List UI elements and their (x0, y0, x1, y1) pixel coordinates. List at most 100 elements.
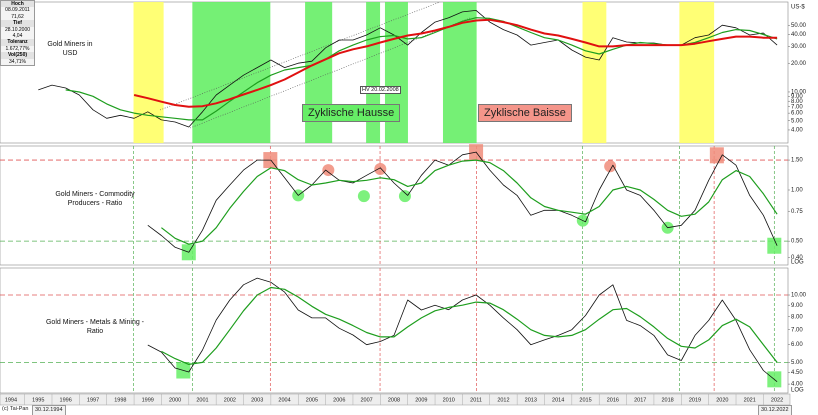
trend-channel (159, 1, 441, 111)
footer-end: 30.12.2022 (758, 405, 792, 415)
x-tick-label: 2011 (470, 397, 482, 403)
series-line (147, 151, 778, 253)
y-tick-label: 1.50 (791, 158, 803, 164)
x-tick-label: 2014 (552, 397, 564, 403)
x-tick-label: 2020 (716, 397, 728, 403)
marker (604, 160, 617, 173)
panel-title: Gold Miners - Metals & Mining - Ratio (45, 319, 145, 335)
y-tick-label: 7.00 (791, 327, 803, 333)
y-tick-label: 0.75 (791, 209, 803, 215)
y-tick-label: 9.00 (791, 303, 803, 309)
x-tick-label: 1996 (60, 397, 72, 403)
x-tick-label: 2013 (525, 397, 537, 403)
x-tick-label: 1998 (114, 397, 126, 403)
info-text: 4,04 (12, 33, 23, 40)
y-tick-label: 1.00 (791, 188, 803, 194)
x-tick-label: 1995 (32, 397, 44, 403)
x-tick-label: 2004 (278, 397, 290, 403)
info-box: Hoch 08.09.2011 71,62 Tief 28.10.2000 4,04 Tol… (0, 0, 35, 67)
series-line (161, 159, 778, 245)
cycle-zone (133, 2, 164, 143)
x-tick-label: 2001 (196, 397, 208, 403)
cycle-zone (582, 2, 607, 143)
cycle-zone (192, 2, 271, 143)
x-tick-label: 2016 (607, 397, 619, 403)
y-tick-label: 10.00 (791, 90, 807, 96)
x-tick-label: 1999 (142, 397, 154, 403)
y-tick-label: 0.40 (791, 255, 803, 261)
y-tick-label: 40.00 (791, 32, 807, 38)
y-unit: LOG (791, 388, 804, 394)
x-tick-label: 2005 (306, 397, 318, 403)
y-tick-label: 4.00 (791, 382, 803, 388)
annotation: Zyklische Hausse (302, 104, 401, 122)
y-tick-label: 5.00 (791, 118, 803, 124)
cycle-zone (679, 2, 715, 143)
y-unit: US-$ (791, 5, 805, 11)
x-tick-label: 2021 (744, 397, 756, 403)
info-text: Hoch (1, 1, 34, 8)
series-line (133, 18, 778, 108)
y-unit: LOG (791, 260, 804, 266)
panel-frame (0, 267, 789, 394)
panel: 50.00 40.00 30.00 20.00 10.009.008.007.006.0… (0, 1, 807, 144)
y-tick-label: 9.00 (791, 94, 803, 100)
x-tick-label: 2012 (497, 397, 509, 403)
info-text: Tief (1, 20, 34, 27)
x-tick-label: 1997 (87, 397, 99, 403)
info-text: 34,71% (9, 58, 26, 65)
y-tick-label: 10.00 (791, 293, 807, 299)
y-tick-label: 30.00 (791, 44, 807, 50)
x-tick-label: 2007 (361, 397, 373, 403)
x-tick-label: 2000 (169, 397, 181, 403)
panel-title: Gold Miners in USD (47, 41, 93, 57)
y-tick-label: 6.00 (791, 111, 803, 117)
marker (322, 164, 335, 177)
panel-frame (0, 145, 789, 266)
cycle-zone (442, 2, 477, 143)
info-text: 1.672,77% (5, 45, 30, 52)
marker (709, 147, 724, 164)
y-tick-label: 4.50 (791, 370, 803, 376)
series-line (38, 10, 778, 128)
y-tick-label: 7.00 (791, 104, 803, 110)
marker (767, 237, 782, 254)
x-tick-label: 1994 (5, 397, 17, 403)
x-tick-label: 2018 (661, 397, 673, 403)
x-tick-label: 2009 (415, 397, 427, 403)
y-tick-label: 50.00 (791, 23, 807, 29)
series-line (147, 277, 778, 383)
x-tick-label: 2017 (634, 397, 646, 403)
x-tick-label: 2019 (689, 397, 701, 403)
marker (357, 190, 370, 203)
y-tick-label: 6.00 (791, 342, 803, 348)
x-tick-label: 2008 (388, 397, 400, 403)
info-text: Vol(250) (1, 52, 34, 59)
y-tick-label: 4.00 (791, 128, 803, 134)
info-text: Toleranz (1, 39, 34, 46)
x-tick-label: 2003 (251, 397, 263, 403)
info-text: 08.09.2011 (5, 7, 30, 14)
footer-source: (c) Tai-Pan (2, 406, 29, 412)
annotation: HV 20.02.2008 (360, 86, 401, 94)
x-tick-label: 2022 (771, 397, 783, 403)
info-text: 28.10.2000 (4, 26, 31, 33)
info-text: 71,62 (11, 13, 24, 20)
marker (398, 190, 411, 203)
y-tick-label: 0.50 (791, 239, 803, 245)
x-tick-label: 2010 (443, 397, 455, 403)
annotation: Zyklische Baisse (478, 104, 572, 122)
marker (374, 162, 387, 175)
x-tick-label: 2002 (224, 397, 236, 403)
x-tick-label: 2015 (579, 397, 591, 403)
series-line (161, 286, 778, 365)
y-tick-label: 20.00 (791, 61, 807, 67)
panel-title: Gold Miners - Commodity Producers - Rati… (55, 191, 135, 207)
x-axis-band (0, 393, 791, 406)
y-tick-label: 8.00 (791, 99, 803, 105)
y-tick-label: 8.00 (791, 314, 803, 320)
